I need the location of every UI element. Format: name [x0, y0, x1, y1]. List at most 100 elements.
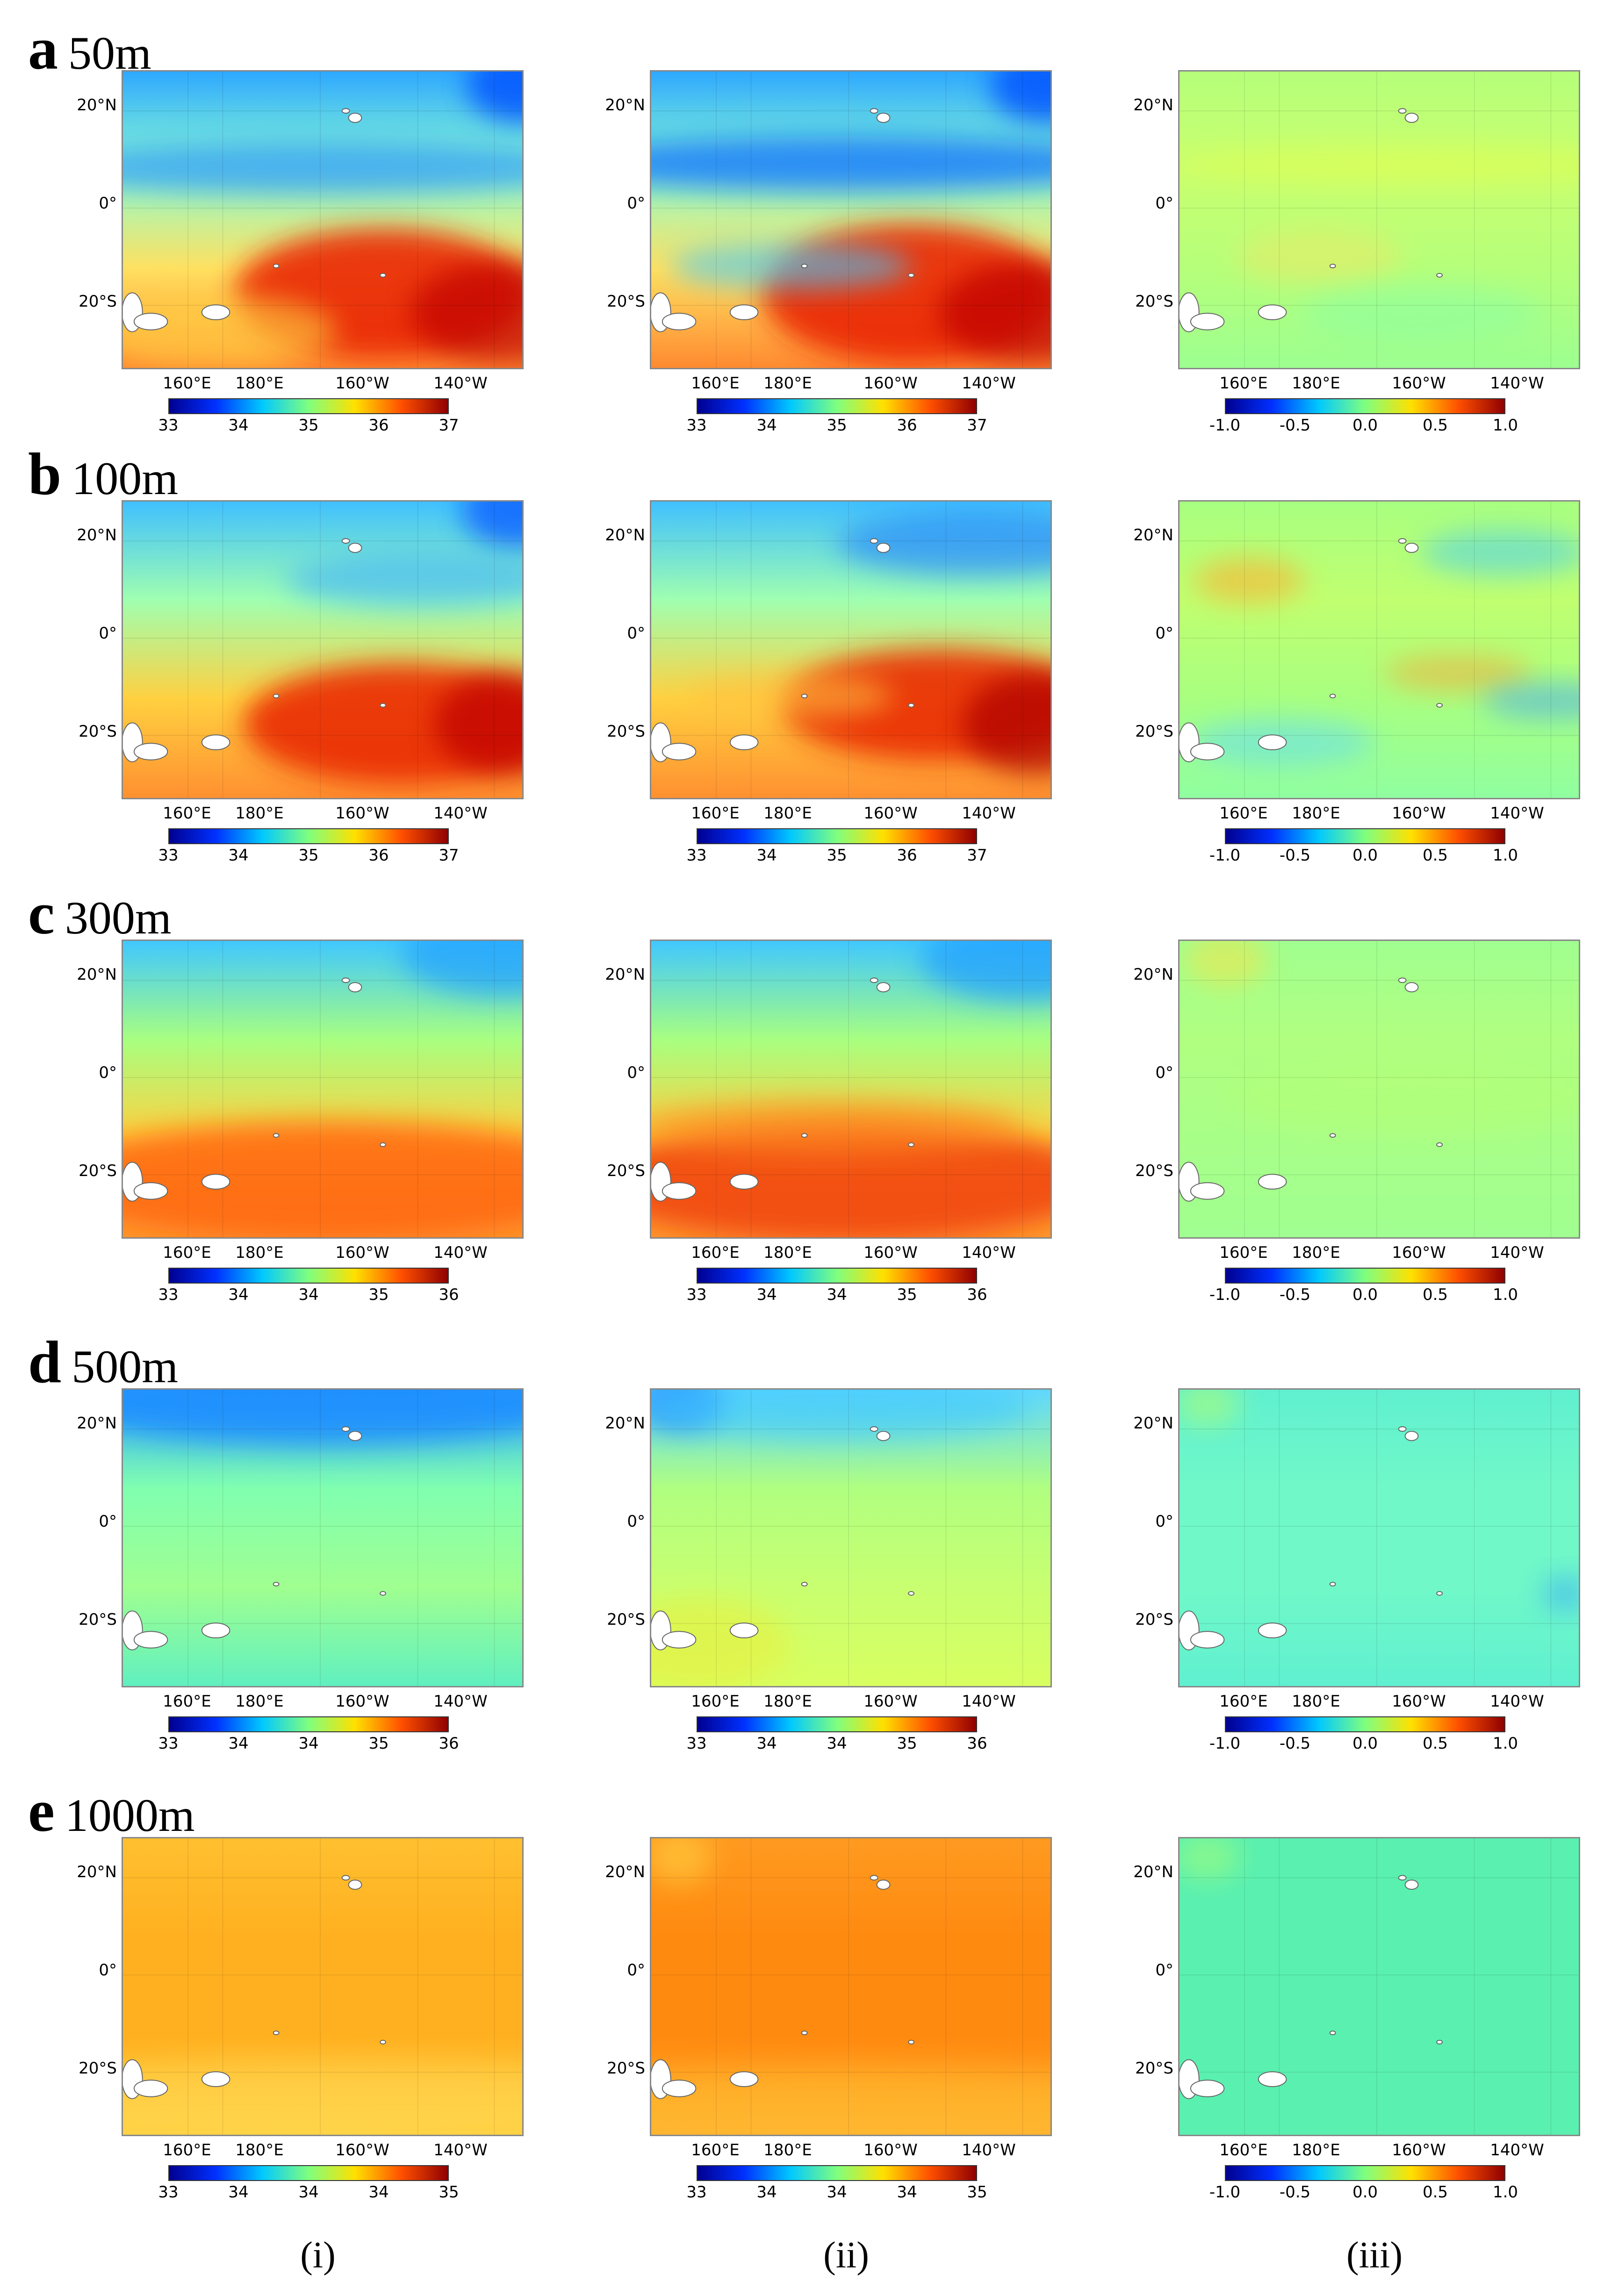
colorbar-tick-label: 0.5 — [1422, 846, 1448, 865]
colorbar-tick-label: 37 — [439, 416, 459, 435]
longitude-label: 160°W — [1392, 374, 1446, 393]
latitude-label: 20°S — [1135, 1162, 1173, 1180]
island — [348, 1880, 362, 1890]
longitude-label: 160°W — [335, 804, 389, 823]
salinity-anomaly — [990, 72, 1050, 122]
island — [908, 2039, 915, 2045]
island — [201, 1622, 230, 1638]
longitude-label: 160°W — [335, 2141, 389, 2160]
row-label-a: a 50m — [28, 19, 151, 89]
latitude-label: 0° — [627, 624, 645, 643]
latitude-label: 20°S — [607, 722, 645, 741]
colorbar-tick-label: 34 — [298, 2183, 319, 2202]
salinity-anomaly — [651, 136, 1050, 192]
colorbar-tick-label: 36 — [439, 1285, 459, 1304]
island — [1190, 2080, 1225, 2097]
colorbar — [697, 2165, 977, 2181]
colorbar-tick-label: 37 — [439, 846, 459, 865]
column-label: (ii) — [823, 2235, 869, 2276]
salinity-anomaly — [1541, 1575, 1579, 1612]
salinity-map — [122, 1837, 524, 2136]
colorbar-tick-label: 33 — [158, 416, 179, 435]
salinity-anomaly — [651, 1838, 712, 1885]
colorbar-tick-label: 0.5 — [1422, 1285, 1448, 1304]
salinity-anomaly — [1184, 941, 1268, 988]
island — [876, 1880, 891, 1890]
salinity-anomaly — [669, 243, 912, 289]
island — [341, 1875, 350, 1881]
map-panel-b-1: 20°N 0° 20°S 160°E 180°E 160°W 140°W 33 34 35 36 37 — [51, 491, 566, 865]
row-letter: b — [28, 441, 62, 507]
island — [273, 2031, 280, 2036]
colorbar — [697, 828, 977, 844]
colorbar-tick-label: 36 — [439, 1734, 459, 1753]
longitude-label: 160°E — [163, 1692, 211, 1711]
salinity-anomaly — [410, 261, 522, 364]
colorbar-tick-label: 33 — [686, 2183, 707, 2202]
longitude-label: 160°W — [1392, 1243, 1446, 1262]
island — [1329, 694, 1336, 699]
longitude-label: 160°E — [1219, 1692, 1268, 1711]
colorbar-tick-label: 37 — [967, 416, 987, 435]
map-panel-e-2: 20°N 0° 20°S 160°E 180°E 160°W 140°W 33 34 34 34 35 — [580, 1828, 1094, 2202]
island — [876, 113, 891, 123]
salinity-anomaly — [1481, 682, 1579, 719]
colorbar — [697, 398, 977, 414]
row-letter: a — [28, 15, 58, 82]
longitude-label: 160°E — [163, 374, 211, 393]
island — [662, 743, 697, 761]
colorbar-tick-label: 36 — [897, 416, 917, 435]
salinity-map — [122, 70, 524, 369]
map-panel-c-3: 20°N 0° 20°S 160°E 180°E 160°W 140°W -1.0 -0.5 0.… — [1108, 930, 1597, 1304]
longitude-label: 140°W — [433, 804, 488, 823]
latitude-label: 20°S — [607, 2059, 645, 2078]
longitude-label: 180°E — [235, 804, 284, 823]
salinity-field — [1180, 1838, 1579, 2135]
colorbar-tick-label: -1.0 — [1209, 2183, 1241, 2202]
colorbar-tick-label: 0.0 — [1352, 2183, 1378, 2202]
map-panel-a-1: 20°N 0° 20°S 160°E 180°E 160°W 140°W 33 34 35 36 37 — [51, 61, 566, 435]
salinity-anomaly — [434, 673, 522, 775]
salinity-field — [651, 1390, 1050, 1686]
colorbar-tick-label: 34 — [228, 416, 249, 435]
salinity-anomaly — [1383, 654, 1532, 692]
row-depth: 100m — [72, 452, 178, 504]
island — [1329, 264, 1336, 269]
colorbar-tick-label: 35 — [439, 2183, 459, 2202]
map-panel-a-3: 20°N 0° 20°S 160°E 180°E 160°W 140°W -1.0 -0.5 0.… — [1108, 61, 1597, 435]
row-letter: e — [28, 1778, 55, 1844]
colorbar-tick-label: 34 — [756, 2183, 777, 2202]
field-background — [1180, 1390, 1579, 1686]
row-label-c: c 300m — [28, 883, 172, 954]
island — [1190, 1631, 1225, 1649]
island — [273, 264, 280, 269]
colorbar-tick-label: 35 — [368, 1285, 389, 1304]
map-panel-b-2: 20°N 0° 20°S 160°E 180°E 160°W 140°W 33 34 35 36 37 — [580, 491, 1094, 865]
island — [1404, 113, 1419, 123]
colorbar — [168, 2165, 449, 2181]
colorbar-tick-label: 35 — [827, 416, 847, 435]
colorbar-tick-label: 34 — [756, 416, 777, 435]
colorbar-tick-label: 35 — [967, 2183, 987, 2202]
latitude-label: 0° — [627, 1063, 645, 1082]
longitude-label: 180°E — [235, 374, 284, 393]
salinity-anomaly — [1193, 557, 1305, 603]
latitude-label: 20°S — [1135, 292, 1173, 311]
colorbar-tick-label: -0.5 — [1279, 416, 1311, 435]
longitude-label: 160°W — [863, 374, 918, 393]
island — [729, 2071, 759, 2087]
salinity-anomaly — [1226, 1061, 1579, 1136]
salinity-anomaly — [123, 1390, 522, 1445]
island — [348, 1431, 362, 1441]
row-label-b: b 100m — [28, 444, 178, 514]
map-panel-c-1: 20°N 0° 20°S 160°E 180°E 160°W 140°W 33 34 34 35 36 — [51, 930, 566, 1304]
colorbar-tick-label: 1.0 — [1492, 1734, 1518, 1753]
island — [801, 1582, 808, 1587]
longitude-label: 180°E — [1292, 2141, 1340, 2160]
colorbar-tick-label: 35 — [298, 416, 319, 435]
colorbar-tick-label: 33 — [686, 1734, 707, 1753]
row-depth: 1000m — [65, 1789, 195, 1841]
salinity-anomaly — [1421, 529, 1579, 576]
row-depth: 500m — [72, 1341, 178, 1392]
island — [1258, 1174, 1287, 1190]
